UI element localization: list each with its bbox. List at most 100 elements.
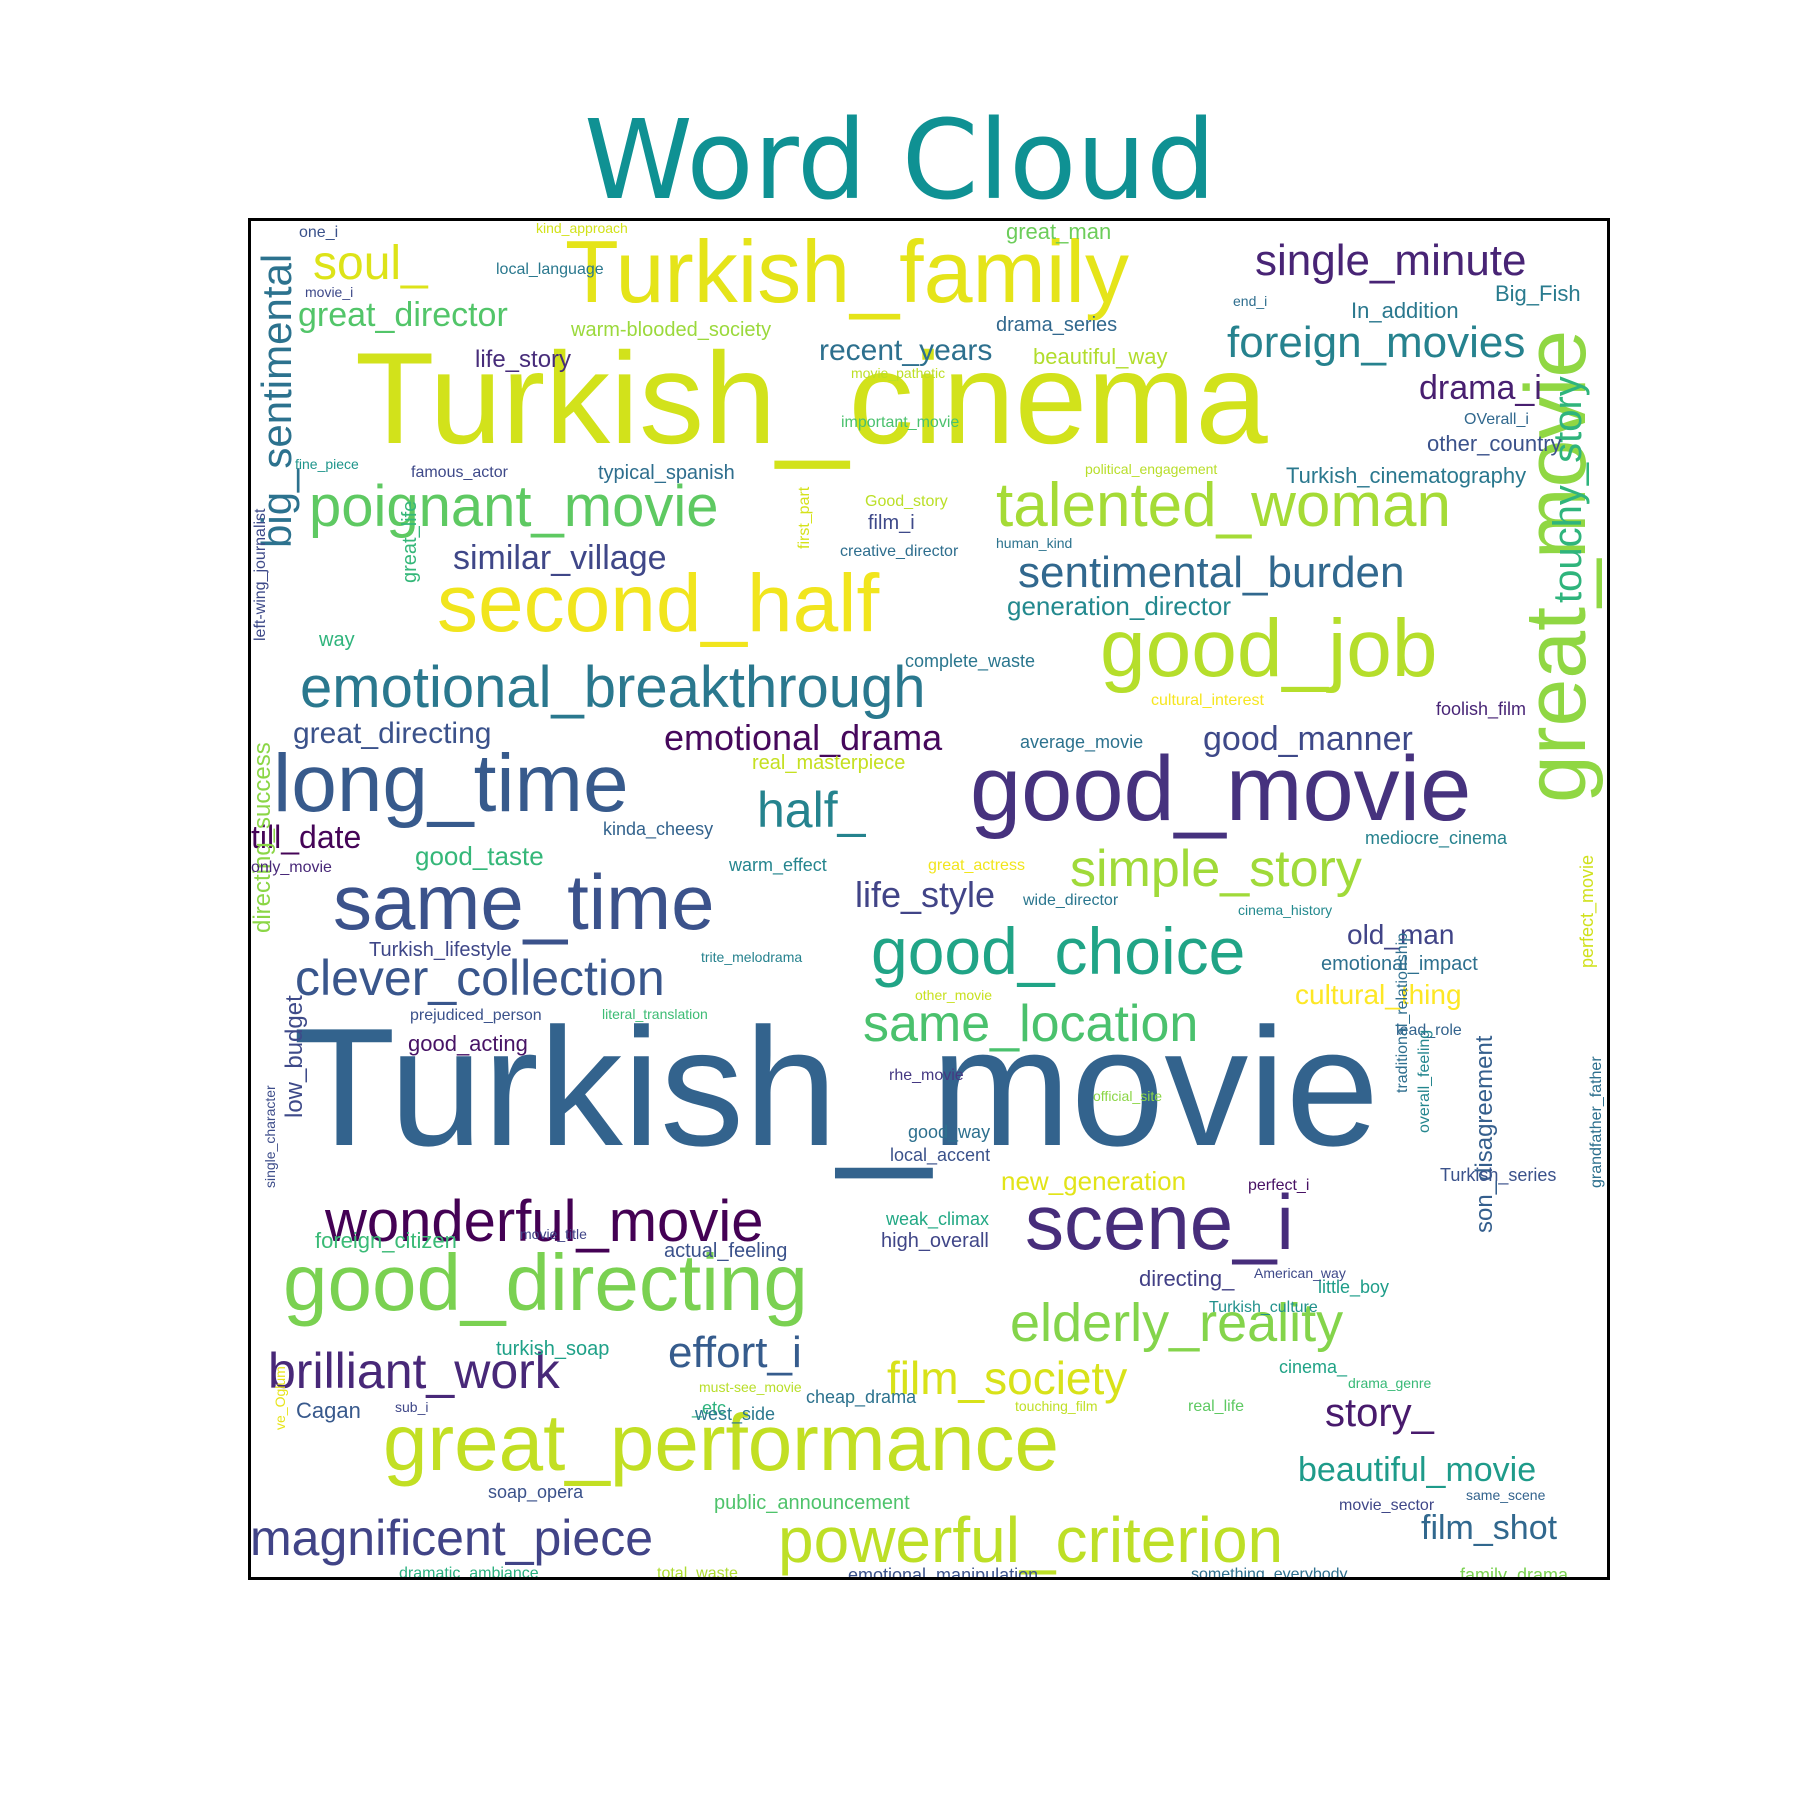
word-total-waste: total_waste: [657, 1565, 738, 1580]
word-way: way: [319, 629, 355, 651]
word-wide-director: wide_director: [1023, 892, 1119, 909]
word-turkish-lifestyle: Turkish_lifestyle: [369, 939, 512, 961]
word-average-movie: average_movie: [1020, 732, 1144, 752]
word-political-engagement: political_engagement: [1085, 461, 1218, 477]
word-directing: directing_: [1139, 1266, 1235, 1291]
word-in-addition: In_addition: [1351, 298, 1459, 323]
word-film-shot: film_shot: [1421, 1509, 1558, 1547]
word-typical-spanish: typical_spanish: [598, 462, 735, 484]
word-drama-series: drama_series: [996, 314, 1118, 336]
word-drama-genre: drama_genre: [1348, 1375, 1432, 1391]
word-warm-blooded-society: warm-blooded_society: [571, 319, 772, 341]
word-sub-i: sub_i: [395, 1399, 429, 1415]
word-must-see-movie: must-see_movie: [699, 1379, 802, 1395]
word-local-accent: local_accent: [890, 1145, 991, 1165]
word-turkish-cinema: Turkish_cinema: [355, 325, 1268, 471]
word-end-i: end_i: [1233, 293, 1268, 309]
word-turkish-cinematography: Turkish_cinematography: [1286, 463, 1527, 488]
word-life-story: life_story: [475, 346, 572, 373]
word-rhe-movie: rhe_movie: [889, 1067, 964, 1084]
word-kinda-cheesy: kinda_cheesy: [603, 819, 714, 839]
word-important-movie: important_movie: [841, 414, 960, 431]
word-good-story: Good_story: [865, 493, 948, 510]
word-turkish-culture: Turkish_culture: [1209, 1299, 1318, 1316]
word-drama-i: drama_i: [1419, 369, 1542, 407]
word-effort-i: effort_i: [668, 1328, 802, 1377]
word-movie-sector: movie_sector: [1339, 1497, 1435, 1514]
word-only-movie: only_movie: [251, 859, 332, 876]
word-overall-i: OVerall_i: [1464, 411, 1529, 428]
word-single-minute: single_minute: [1255, 236, 1527, 285]
word-brilliant-work: brilliant_work: [268, 1343, 560, 1399]
word-cinema: cinema_: [1279, 1357, 1348, 1377]
word-perfect-movie: perfect_movie: [1577, 854, 1597, 968]
word-perfect-i: perfect_i: [1248, 1177, 1310, 1194]
word-talented-woman: talented_woman: [996, 471, 1451, 540]
word-old-man: old_man: [1347, 919, 1455, 950]
word-powerful-criterion: powerful_criterion: [778, 1504, 1284, 1576]
word-big-fish: Big_Fish: [1495, 281, 1581, 306]
word-film-i: film_i: [868, 512, 915, 534]
word-etc: _etc: [692, 1398, 727, 1418]
word-famous-actor: famous_actor: [411, 464, 508, 481]
word-new-generation: new_generation: [1001, 1166, 1187, 1196]
word-good-movie: good_movie: [970, 738, 1472, 840]
word-beautiful-movie: beautiful_movie: [1298, 1451, 1537, 1489]
word-cinema-history: cinema_history: [1238, 902, 1333, 918]
word-lead-role: lead_role: [1396, 1022, 1462, 1039]
word-west-side: west_side: [695, 1404, 776, 1424]
word-public-announcement: public_announcement: [714, 1492, 910, 1514]
word-grandfather-father: grandfather_father: [1588, 1056, 1605, 1188]
word-turkish-series: Turkish_series: [1440, 1165, 1557, 1185]
word-local-language: local_language: [496, 261, 604, 278]
word-great-life: great_life: [399, 500, 421, 583]
word-same-scene: same_scene: [1466, 1487, 1546, 1503]
word-high-overall: high_overall: [881, 1230, 989, 1252]
word-prejudiced-person: prejudiced_person: [410, 1007, 542, 1024]
word-mediocre-cinema: mediocre_cinema: [1365, 828, 1508, 848]
word-foolish-film: foolish_film: [1436, 699, 1527, 719]
word-similar-village: similar_village: [453, 539, 667, 577]
word-son-disagreement: son_disagreement: [1471, 1035, 1498, 1233]
word-good-directing: good_directing: [283, 1238, 808, 1327]
word-official-site: official_site: [1093, 1088, 1163, 1104]
word-one-i: one_i: [299, 224, 339, 241]
word-cultural-thing: cultural_thing: [1295, 979, 1462, 1010]
word-overall-feeling: overall_feeling: [1416, 1029, 1433, 1133]
word-warm-effect: warm_effect: [729, 855, 827, 875]
word-traditional-relationship: traditional_relationship: [1394, 932, 1411, 1093]
word-simple-story: simple_story: [1070, 840, 1362, 898]
word-emotional-manipulation: emotional_manipulation: [848, 1565, 1039, 1580]
word-great-directing: great_directing: [293, 717, 492, 750]
word-movie-pathetic: movie_pathetic: [851, 365, 946, 381]
word-cultural-interest: cultural_interest: [1151, 692, 1264, 709]
chart-title: Word Cloud: [584, 96, 1216, 224]
word-directing-success: directing_success: [249, 742, 276, 933]
word-trite-melodrama: trite_melodrama: [701, 949, 803, 965]
word-long-time: long_time: [273, 738, 629, 829]
word-left-wing-journalist: left-wing_journalist: [252, 508, 269, 641]
word-emotional-breakthrough: emotional_breakthrough: [300, 655, 926, 720]
word-low-budget: low_budget: [281, 995, 308, 1118]
word-till-date: till_date: [251, 819, 362, 855]
word-life-style: life_style: [855, 874, 996, 915]
word-big-sentimental: big_sentimental: [253, 253, 300, 548]
word-good-way: good_way: [908, 1122, 991, 1142]
word-dramatic-ambiance: dramatic_ambiance: [399, 1565, 539, 1580]
word-movie-title: movie_title: [520, 1226, 587, 1242]
word-literal-translation: literal_translation: [602, 1006, 708, 1022]
word-real-life: real_life: [1188, 1398, 1245, 1415]
word-sentimental-burden: sentimental_burden: [1018, 548, 1405, 597]
word-first-part: first_part: [796, 486, 813, 549]
word-good-manner: good_manner: [1203, 720, 1413, 758]
word-cagan: Cagan: [296, 1398, 361, 1423]
word-turkish-soap: turkish_soap: [496, 1338, 610, 1360]
word-same-location: same_location: [863, 995, 1199, 1053]
word-other-movie: other_movie: [915, 987, 993, 1003]
word-little-boy: little_boy: [1318, 1277, 1390, 1297]
word-recent-years: recent_years: [819, 334, 993, 367]
word-touching-film: touching_film: [1015, 1398, 1098, 1414]
word-weak-climax: weak_climax: [886, 1209, 990, 1229]
word-beautiful-way: beautiful_way: [1033, 344, 1168, 369]
word-actual-feeling: actual_feeling: [664, 1240, 788, 1262]
